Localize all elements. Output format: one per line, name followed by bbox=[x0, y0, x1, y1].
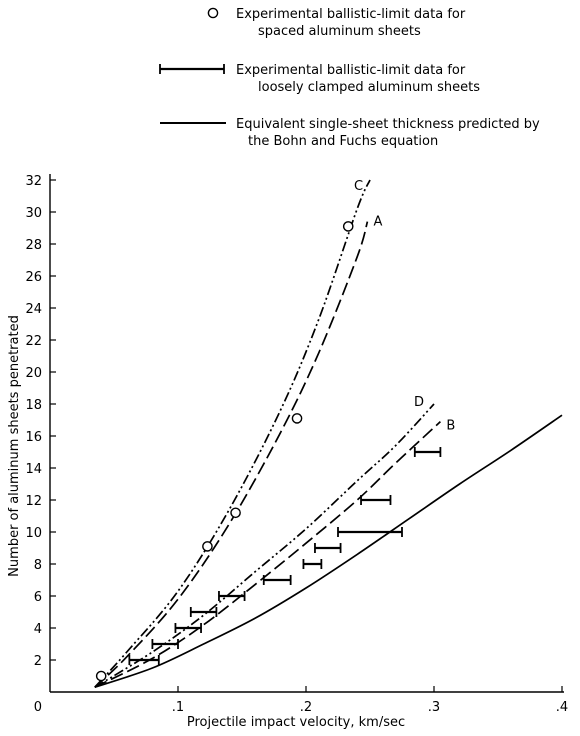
curve-d bbox=[94, 403, 435, 688]
clamped-sheet-range bbox=[413, 447, 442, 457]
y-tick-label: 6 bbox=[34, 590, 42, 605]
spaced-sheet-point bbox=[230, 507, 241, 519]
y-tick-label: 20 bbox=[25, 366, 42, 381]
y-tick-label: 28 bbox=[25, 238, 42, 253]
legend-text-line: loosely clamped aluminum sheets bbox=[258, 80, 480, 95]
y-tick-label: 30 bbox=[25, 206, 42, 221]
x-tick-label: 0 bbox=[34, 700, 42, 715]
curve-label-c: C bbox=[354, 179, 363, 194]
curve-c bbox=[94, 179, 371, 688]
x-axis-title: Projectile impact velocity, km/sec bbox=[187, 715, 405, 730]
curve-bohn-fuchs bbox=[94, 414, 563, 689]
legend-text-line: Experimental ballistic-limit data for bbox=[236, 7, 466, 22]
y-tick-label: 16 bbox=[25, 430, 42, 445]
legend-text-line: spaced aluminum sheets bbox=[258, 24, 421, 39]
clamped-sheet-range bbox=[360, 495, 392, 505]
clamped-sheet-range bbox=[337, 527, 403, 537]
y-tick-label: 2 bbox=[34, 654, 42, 669]
curve-label-d: D bbox=[414, 395, 424, 410]
y-tick-label: 32 bbox=[25, 174, 42, 189]
clamped-sheet-range bbox=[189, 607, 218, 617]
clamped-sheet-range bbox=[302, 559, 323, 569]
y-tick-label: 26 bbox=[25, 270, 42, 285]
legend-entry: Experimental ballistic-limit data for loo… bbox=[159, 63, 480, 95]
y-tick-label: 18 bbox=[25, 398, 42, 413]
x-tick-label: .2 bbox=[300, 700, 312, 715]
spaced-sheet-point bbox=[95, 670, 107, 682]
legend-text-line: the Bohn and Fuchs equation bbox=[248, 134, 438, 149]
legend-text-line: Experimental ballistic-limit data for bbox=[236, 63, 466, 78]
y-tick-label: 4 bbox=[34, 622, 42, 637]
curve-label-a: A bbox=[373, 215, 382, 230]
curves: C A D B bbox=[94, 179, 563, 689]
legend-circle-marker bbox=[207, 7, 219, 19]
y-tick-label: 22 bbox=[25, 334, 42, 349]
clamped-sheet-range bbox=[218, 591, 246, 601]
y-tick-label: 12 bbox=[25, 494, 42, 509]
y-tick-label: 10 bbox=[25, 526, 42, 541]
legend-entry: Experimental ballistic-limit data for spa… bbox=[207, 7, 466, 39]
legend: Experimental ballistic-limit data for spa… bbox=[159, 7, 540, 149]
x-tick-label: .1 bbox=[172, 700, 184, 715]
y-axis-title: Number of aluminum sheets penetrated bbox=[7, 315, 22, 577]
legend-entry: Equivalent single-sheet thickness predic… bbox=[160, 117, 540, 149]
y-tick-label: 24 bbox=[25, 302, 42, 317]
curve-b bbox=[94, 420, 441, 688]
spaced-sheet-point bbox=[202, 541, 213, 552]
spaced-sheet-point bbox=[342, 221, 354, 232]
x-tick-label: .4 bbox=[556, 700, 568, 715]
clamped-sheet-range bbox=[128, 655, 160, 665]
clamped-sheet-range bbox=[151, 639, 179, 649]
clamped-sheet-range bbox=[314, 543, 342, 553]
clamped-sheet-range bbox=[174, 623, 202, 633]
spaced-sheet-point bbox=[291, 413, 303, 424]
y-tick-label: 14 bbox=[25, 462, 42, 477]
curve-label-b: B bbox=[446, 419, 455, 434]
y-tick-label: 8 bbox=[34, 558, 42, 573]
data-markers bbox=[95, 221, 442, 682]
curve-a bbox=[94, 221, 369, 688]
x-tick-label: .3 bbox=[428, 700, 440, 715]
clamped-sheet-range bbox=[262, 575, 292, 585]
legend-text-line: Equivalent single-sheet thickness predic… bbox=[236, 117, 540, 132]
